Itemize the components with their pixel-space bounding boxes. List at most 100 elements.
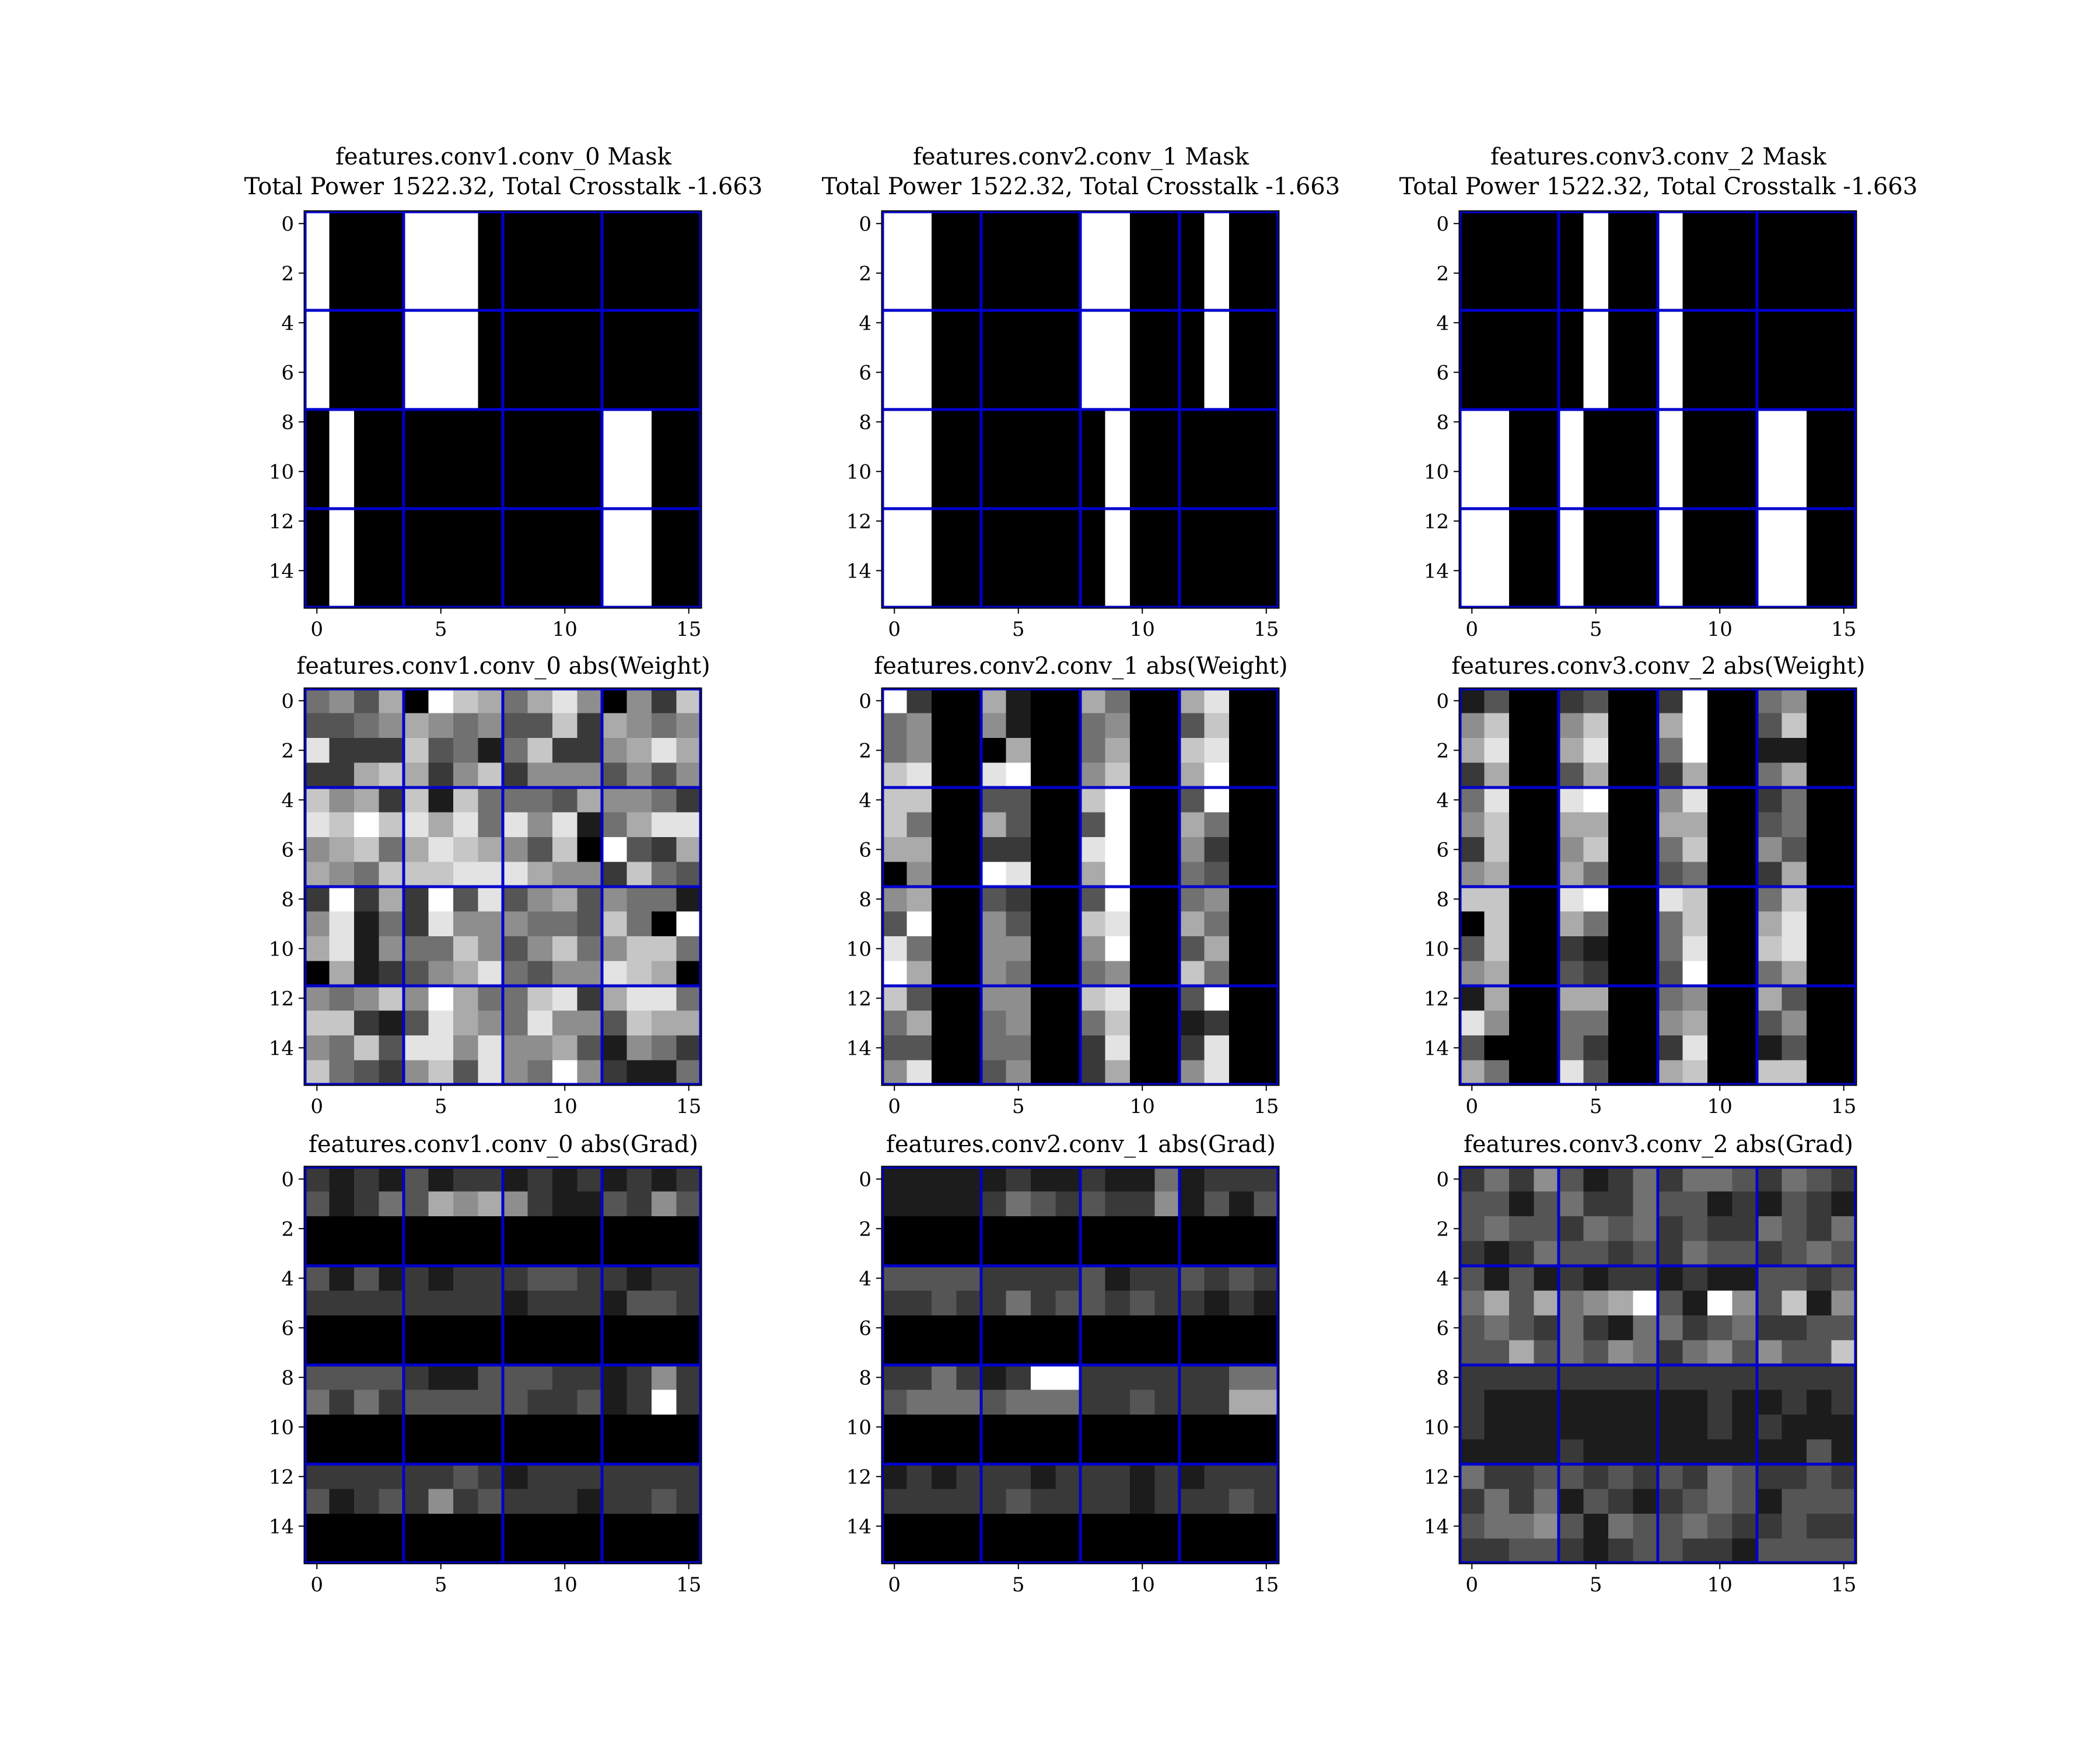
panel-7-cell bbox=[602, 1290, 628, 1316]
panel-2-cell bbox=[907, 285, 932, 311]
panel-9-cell bbox=[1658, 1167, 1684, 1192]
panel-4-cell bbox=[577, 688, 603, 714]
panel-5-cell bbox=[1180, 837, 1205, 863]
panel-8-cell bbox=[981, 1489, 1007, 1514]
panel-9-cell bbox=[1534, 1241, 1559, 1266]
panel-9-cell bbox=[1534, 1439, 1559, 1465]
panel-6-cell bbox=[1509, 738, 1535, 764]
panel-8-cell bbox=[1031, 1415, 1056, 1440]
panel-5-cell bbox=[956, 1035, 982, 1061]
panel-8-cell bbox=[1130, 1191, 1156, 1217]
panel-6-cell bbox=[1559, 911, 1584, 937]
panel-5-cell bbox=[1254, 788, 1279, 813]
panel-3-cell bbox=[1757, 360, 1783, 386]
panel-2-cell bbox=[907, 583, 932, 608]
panel-3-cell bbox=[1682, 583, 1708, 608]
panel-6-cell bbox=[1807, 1060, 1832, 1086]
panel-1-cell bbox=[503, 360, 528, 386]
panel-6-cell bbox=[1583, 862, 1609, 887]
panel-3-cell bbox=[1831, 285, 1857, 311]
panel-4-cell bbox=[404, 1010, 429, 1036]
panel-5-xtick-label: 15 bbox=[1254, 1095, 1279, 1118]
panel-7-cell bbox=[626, 1290, 652, 1316]
panel-4-ytick-label: 10 bbox=[269, 937, 294, 961]
panel-7-cell bbox=[478, 1365, 503, 1391]
panel-1-cell bbox=[577, 261, 603, 286]
panel-2-cell bbox=[1229, 384, 1255, 410]
panel-1-cell bbox=[404, 583, 429, 608]
panel-7-cell bbox=[329, 1266, 355, 1292]
panel-3-cell bbox=[1633, 310, 1658, 336]
panel-1-cell bbox=[552, 410, 578, 435]
panel-6-cell bbox=[1682, 986, 1708, 1012]
panel-7-cell bbox=[552, 1390, 578, 1415]
panel-3-cell bbox=[1658, 434, 1684, 460]
panel-7-cell bbox=[577, 1241, 603, 1266]
panel-9-ytick-label: 14 bbox=[1424, 1515, 1449, 1538]
panel-7-cell bbox=[527, 1167, 553, 1192]
panel-8-cell bbox=[956, 1464, 982, 1490]
panel-4-ytick-label: 0 bbox=[281, 690, 294, 713]
panel-8-cell bbox=[956, 1538, 982, 1564]
panel-7-cell bbox=[428, 1538, 454, 1564]
panel-9-cell bbox=[1608, 1216, 1634, 1242]
panel-7-cell bbox=[379, 1439, 404, 1465]
panel-2-cell bbox=[1180, 509, 1205, 534]
panel-8-cell bbox=[1154, 1340, 1180, 1366]
panel-7-cell bbox=[404, 1216, 429, 1242]
panel-5-cell bbox=[1204, 961, 1230, 986]
panel-6-cell bbox=[1682, 936, 1708, 962]
panel-5-cell bbox=[932, 738, 957, 764]
panel-9-cell bbox=[1583, 1241, 1609, 1266]
panel-7-cell bbox=[453, 1464, 479, 1490]
panel-1-cell bbox=[602, 310, 628, 336]
panel-3-cell bbox=[1782, 558, 1807, 584]
panel-1-cell bbox=[602, 509, 628, 534]
panel-2-cell bbox=[1254, 434, 1279, 460]
panel-8-cell bbox=[1130, 1415, 1156, 1440]
panel-6-cell bbox=[1757, 936, 1783, 962]
panel-8-cell bbox=[1055, 1538, 1081, 1564]
panel-4-cell bbox=[503, 738, 528, 764]
panel-2-cell bbox=[1180, 384, 1205, 410]
panel-6-cell bbox=[1831, 688, 1857, 714]
panel-9-cell bbox=[1807, 1191, 1832, 1217]
panel-3-cell bbox=[1831, 484, 1857, 509]
panel-2-cell bbox=[1031, 533, 1056, 559]
panel-2-cell bbox=[907, 434, 932, 460]
panel-7-cell bbox=[652, 1514, 677, 1539]
panel-7-cell bbox=[676, 1464, 702, 1490]
panel-1-cell bbox=[503, 410, 528, 435]
panel-1-cell bbox=[652, 459, 677, 485]
panel-7-cell bbox=[676, 1415, 702, 1440]
panel-3-cell bbox=[1807, 459, 1832, 485]
panel-9-cell bbox=[1460, 1538, 1485, 1564]
panel-3-cell bbox=[1707, 310, 1733, 336]
panel-8-cell bbox=[1130, 1167, 1156, 1192]
panel-1-cell bbox=[602, 533, 628, 559]
panel-1-cell bbox=[379, 335, 404, 360]
panel-7-cell bbox=[379, 1290, 404, 1316]
panel-3-cell bbox=[1559, 533, 1584, 559]
panel-4-cell bbox=[577, 911, 603, 937]
panel-8-cell bbox=[1105, 1167, 1130, 1192]
panel-4-cell bbox=[404, 936, 429, 962]
panel-5-cell bbox=[1154, 788, 1180, 813]
panel-8-cell bbox=[1031, 1266, 1056, 1292]
panel-5-cell bbox=[981, 688, 1007, 714]
panel-7-cell bbox=[626, 1167, 652, 1192]
panel-5-cell bbox=[981, 986, 1007, 1012]
panel-8-cell bbox=[907, 1514, 932, 1539]
panel-9-cell bbox=[1782, 1489, 1807, 1514]
panel-7-cell bbox=[676, 1340, 702, 1366]
panel-1-ytick-label: 4 bbox=[281, 312, 294, 335]
panel-5-cell bbox=[1229, 936, 1255, 962]
panel-3-cell bbox=[1732, 410, 1758, 435]
panel-9-cell bbox=[1782, 1390, 1807, 1415]
panel-5-cell bbox=[1105, 812, 1130, 838]
panel-6-cell bbox=[1583, 911, 1609, 937]
panel-7-cell bbox=[552, 1489, 578, 1514]
panel-9-cell bbox=[1732, 1216, 1758, 1242]
panel-2-cell bbox=[1105, 211, 1130, 237]
